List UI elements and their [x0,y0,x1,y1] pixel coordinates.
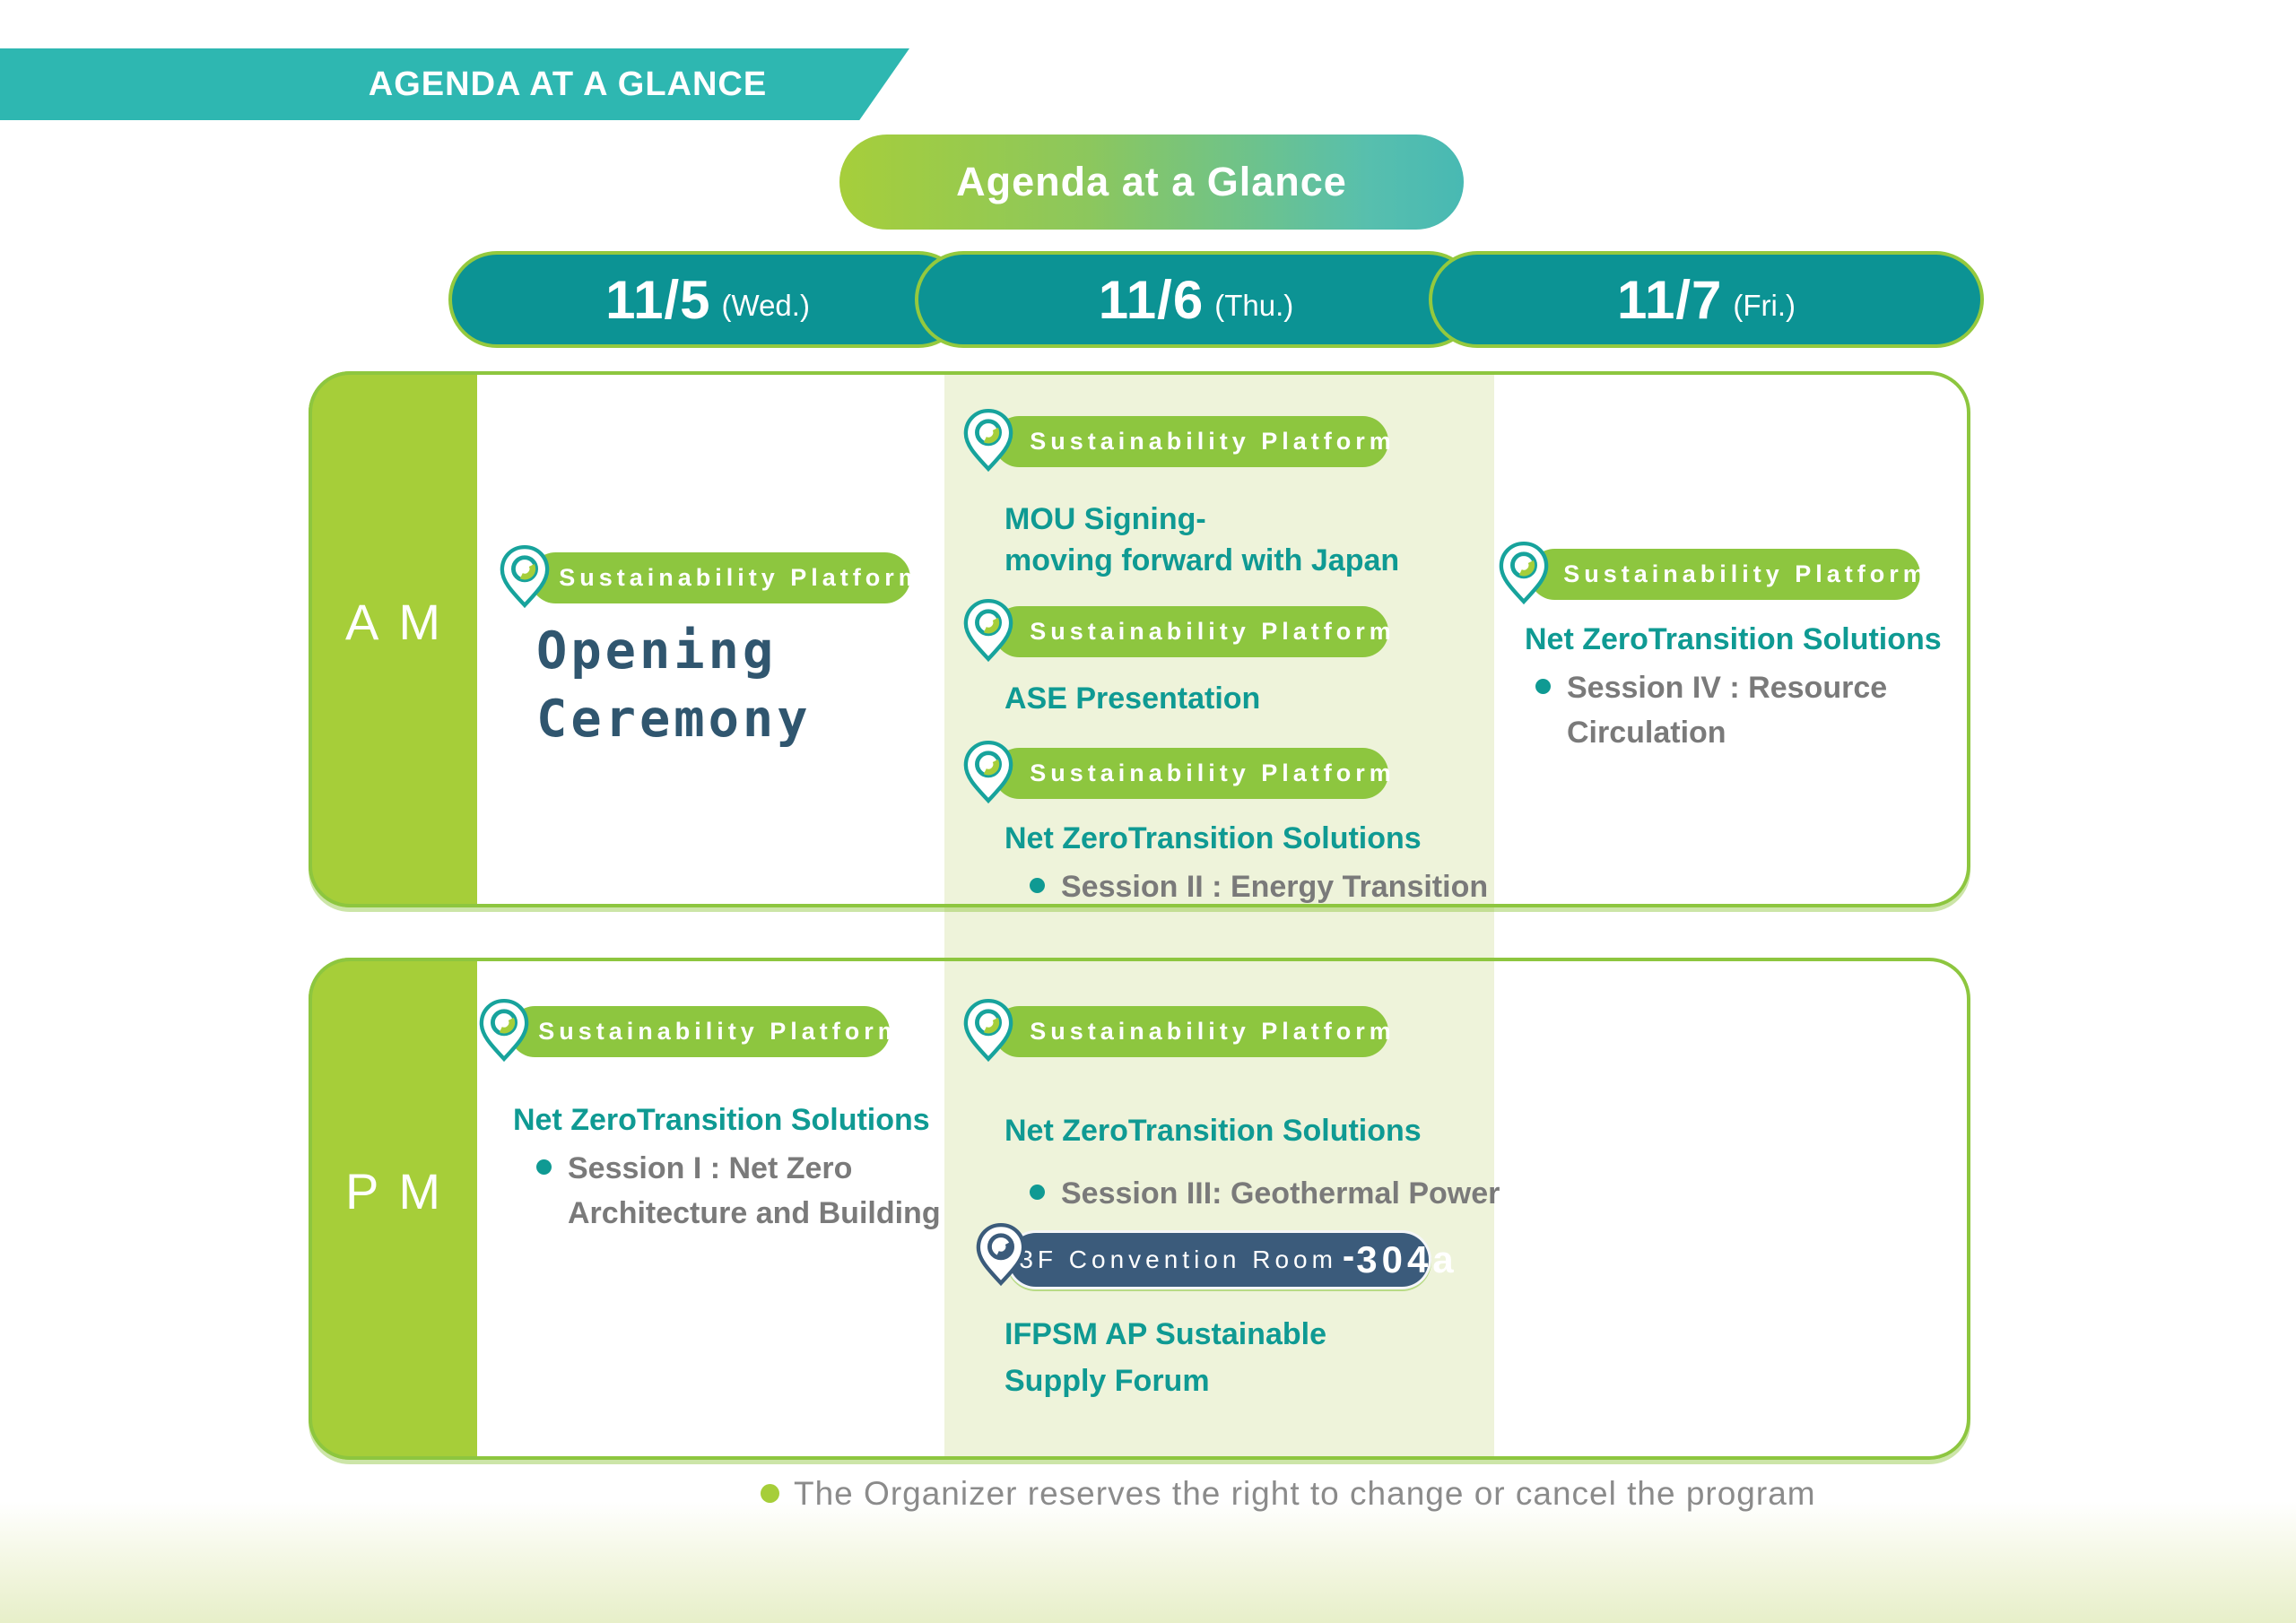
location-pin-icon [963,740,1013,804]
location-pin-icon [976,1222,1026,1287]
platform-badge-label: Sustainability Platform [1563,560,1929,587]
ase-presentation-title: ASE Presentation [1004,681,1261,716]
platform-badge: Sustainability Platform [994,1006,1391,1057]
bullet-dot-icon [536,1159,552,1175]
session-2-text: Session II : Energy Transition [1061,870,1489,904]
opening-line2: Ceremony [536,690,812,749]
session-2-row: Session II : Energy Transition [1030,864,1488,909]
ifpsm-forum-title: IFPSM AP Sustainable Supply Forum [1004,1311,1326,1404]
session-4-text: Session IV : Resource Circulation [1567,665,1887,755]
session-4-row: Session IV : Resource Circulation [1535,665,1887,755]
page-title: Agenda at a Glance [839,135,1464,230]
session-1-text: Session I : Net Zero Architecture and Bui… [568,1146,941,1236]
session-4-line1: Session IV : Resource [1567,671,1888,705]
platform-badge: Sustainability Platform [994,416,1391,467]
pm-row-label: PM [309,958,477,1460]
room-dash: - [1342,1236,1355,1276]
bullet-dot-icon [761,1484,779,1503]
bullet-dot-icon [1030,878,1045,893]
opening-line1: Opening [536,621,778,681]
ifpsm-line1: IFPSM AP Sustainable [1004,1317,1326,1351]
date-wed: 11/5 [605,269,711,330]
platform-badge-label: Sustainability Platform [538,1018,904,1045]
corner-banner: AGENDA AT A GLANCE [0,48,909,120]
platform-badge: Sustainability Platform [994,606,1391,657]
ifpsm-line2: Supply Forum [1004,1364,1210,1398]
opening-ceremony-title: Opening Ceremony [536,617,812,753]
bullet-dot-icon [1030,1185,1045,1200]
platform-badge: Sustainability Platform [994,748,1391,799]
date-fri: 11/7 [1616,269,1723,330]
bullet-dot-icon [1535,679,1551,694]
weekday-fri: (Fri.) [1733,289,1796,322]
location-pin-icon [479,998,529,1063]
mou-line1: MOU Signing- [1004,502,1206,536]
page-title-label: Agenda at a Glance [956,159,1347,204]
netzero-am-day3-title: Net ZeroTransition Solutions [1525,622,1942,656]
platform-badge-label: Sustainability Platform [559,564,925,591]
footnote: The Organizer reserves the right to chan… [761,1472,1816,1515]
platform-badge-label: Sustainability Platform [1030,759,1396,786]
netzero-pm-day1-title: Net ZeroTransition Solutions [513,1103,930,1137]
location-pin-icon [963,598,1013,663]
am-row-label: AM [309,371,477,907]
convention-room-badge: 3F Convention Room - 304a [1006,1230,1454,1289]
platform-badge: Sustainability Platform [530,552,920,603]
room-number: 304a [1356,1238,1458,1280]
netzero-am-day2-title: Net ZeroTransition Solutions [1004,821,1422,855]
location-pin-icon [500,544,550,609]
platform-badge-label: Sustainability Platform [1030,618,1396,645]
session-3-text: Session III: Geothermal Power [1061,1176,1500,1211]
location-pin-icon [963,998,1013,1063]
date-thu: 11/6 [1098,269,1205,330]
footnote-text: The Organizer reserves the right to chan… [794,1475,1816,1512]
platform-badge-label: Sustainability Platform [1030,428,1396,455]
netzero-pm-day2-title: Net ZeroTransition Solutions [1004,1114,1422,1148]
am-label-text: AM [345,593,460,650]
room-label: 3F Convention Room [1019,1245,1337,1273]
session-1-row: Session I : Net Zero Architecture and Bui… [536,1146,941,1236]
date-tab-fri: 11/7 (Fri.) [1429,251,1984,348]
date-tab-thu: 11/6 (Thu.) [915,251,1477,348]
weekday-thu: (Thu.) [1214,289,1294,322]
platform-badge-label: Sustainability Platform [1030,1018,1396,1045]
date-tab-wed: 11/5 (Wed.) [448,251,967,348]
weekday-wed: (Wed.) [721,289,810,322]
location-pin-icon [963,408,1013,473]
session-4-line2: Circulation [1567,716,1726,750]
mou-signing-title: MOU Signing- moving forward with Japan [1004,499,1399,581]
location-pin-icon [1499,541,1549,605]
mou-line2: moving forward with Japan [1004,543,1400,577]
platform-badge: Sustainability Platform [509,1006,900,1057]
corner-banner-label: AGENDA AT A GLANCE [368,65,768,103]
session-1-line1: Session I : Net Zero [568,1151,853,1185]
platform-badge: Sustainability Platform [1529,549,1925,600]
session-3-row: Session III: Geothermal Power [1030,1171,1500,1216]
session-1-line2: Architecture and Building [568,1196,941,1230]
pm-label-text: PM [345,1162,460,1219]
